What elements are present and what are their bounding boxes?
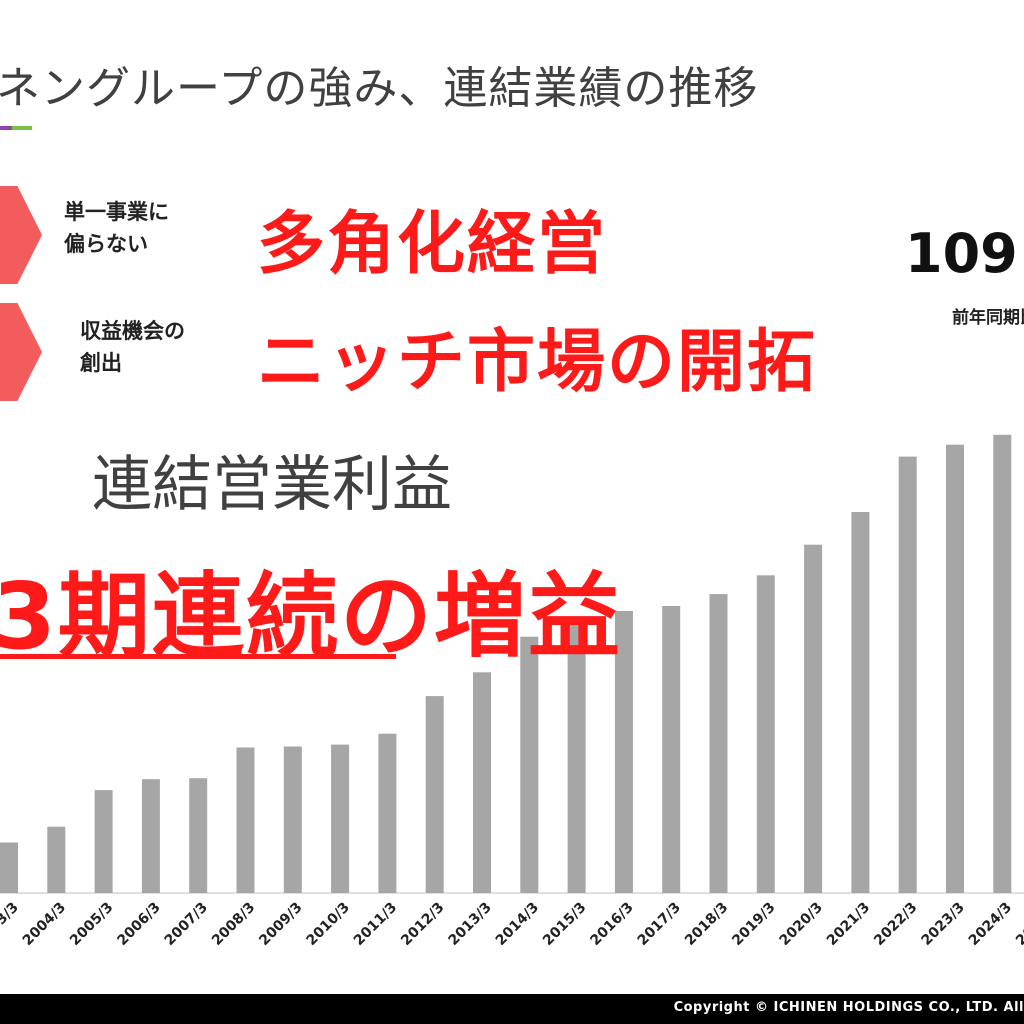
- chart-label: 連結営業利益: [92, 450, 452, 520]
- feature-2-label: 収益機会の 創出: [80, 315, 185, 379]
- x-tick-label: 2013/3: [445, 900, 494, 949]
- x-tick-label: 2004/3: [20, 900, 69, 949]
- copyright: Copyright © ICHINEN HOLDINGS CO., LTD. A…: [673, 1000, 1024, 1015]
- footer-bar: Copyright © ICHINEN HOLDINGS CO., LTD. A…: [0, 994, 1024, 1024]
- bar-2014-3: [520, 636, 539, 893]
- x-tick-label: 2025/3: [1013, 900, 1024, 949]
- bar-2022-3: [898, 456, 917, 893]
- x-tick-label: 2010/3: [304, 900, 353, 949]
- bar-2024-3: [993, 434, 1012, 893]
- bar-2008-3: [236, 747, 255, 893]
- x-tick-label: 2016/3: [587, 900, 636, 949]
- bar-2013-3: [473, 672, 491, 893]
- feature-2-headline: ニッチ市場の開拓: [257, 323, 818, 402]
- bar-2012-3: [425, 696, 444, 893]
- callout-value: 109: [905, 222, 1018, 285]
- feature-1-headline: 多角化経営: [257, 205, 608, 284]
- feature-2-label-line1: 収益機会の: [80, 319, 185, 343]
- operating-profit-bar-chart: 2003/32004/32005/32006/32007/32008/32009…: [0, 434, 1024, 949]
- feature-1-label-line1: 単一事業に: [64, 200, 169, 224]
- bars-group: [0, 434, 1012, 893]
- feature-1-label: 単一事業に 偏らない: [64, 196, 169, 260]
- x-tick-label: 2008/3: [209, 900, 258, 949]
- x-tick-label: 2020/3: [777, 900, 826, 949]
- bar-2004-3: [47, 826, 66, 893]
- title-accent-underline: [0, 126, 32, 130]
- bar-2016-3: [614, 611, 633, 893]
- x-tick-labels-group: 2003/32004/32005/32006/32007/32008/32009…: [0, 900, 1024, 949]
- feature-2-label-line2: 創出: [80, 351, 122, 375]
- bar-2011-3: [378, 733, 397, 893]
- x-tick-label: 2006/3: [114, 900, 163, 949]
- x-tick-label: 2015/3: [540, 900, 589, 949]
- x-tick-label: 2011/3: [351, 900, 400, 949]
- bar-2010-3: [331, 744, 350, 893]
- bar-2020-3: [804, 544, 823, 893]
- bar-2007-3: [189, 778, 208, 893]
- bar-2009-3: [283, 746, 302, 893]
- x-tick-label: 2012/3: [398, 900, 447, 949]
- bar-2017-3: [662, 606, 681, 893]
- x-tick-label: 2017/3: [635, 900, 684, 949]
- x-tick-label: 2019/3: [729, 900, 778, 949]
- headline: 3期連続の増益: [0, 563, 623, 670]
- x-tick-label: 2005/3: [67, 900, 116, 949]
- bar-2023-3: [946, 444, 964, 893]
- callout-subtitle: 前年同期比: [952, 308, 1024, 328]
- x-tick-label: 2018/3: [682, 900, 731, 949]
- bar-2003-3: [0, 842, 18, 893]
- x-tick-label: 2007/3: [162, 900, 211, 949]
- title-underline-purple: [0, 126, 12, 130]
- bar-2006-3: [141, 779, 160, 893]
- x-tick-label: 2022/3: [871, 900, 920, 949]
- x-tick-label: 2021/3: [824, 900, 873, 949]
- x-tick-label: 2009/3: [256, 900, 305, 949]
- page-title: ネングループの強み、連結業績の推移: [0, 63, 759, 114]
- x-tick-label: 2014/3: [493, 900, 542, 949]
- x-tick-label: 2024/3: [966, 900, 1015, 949]
- title-underline-green: [12, 126, 32, 130]
- feature-1-label-line2: 偏らない: [64, 232, 148, 256]
- bar-2021-3: [851, 512, 870, 893]
- x-tick-label: 2023/3: [918, 900, 967, 949]
- bar-2015-3: [567, 620, 586, 893]
- bar-2019-3: [756, 575, 775, 893]
- headline-underline: [0, 654, 396, 659]
- x-tick-label: 2003/3: [0, 900, 22, 949]
- bar-2018-3: [709, 594, 728, 893]
- bar-2005-3: [94, 790, 113, 893]
